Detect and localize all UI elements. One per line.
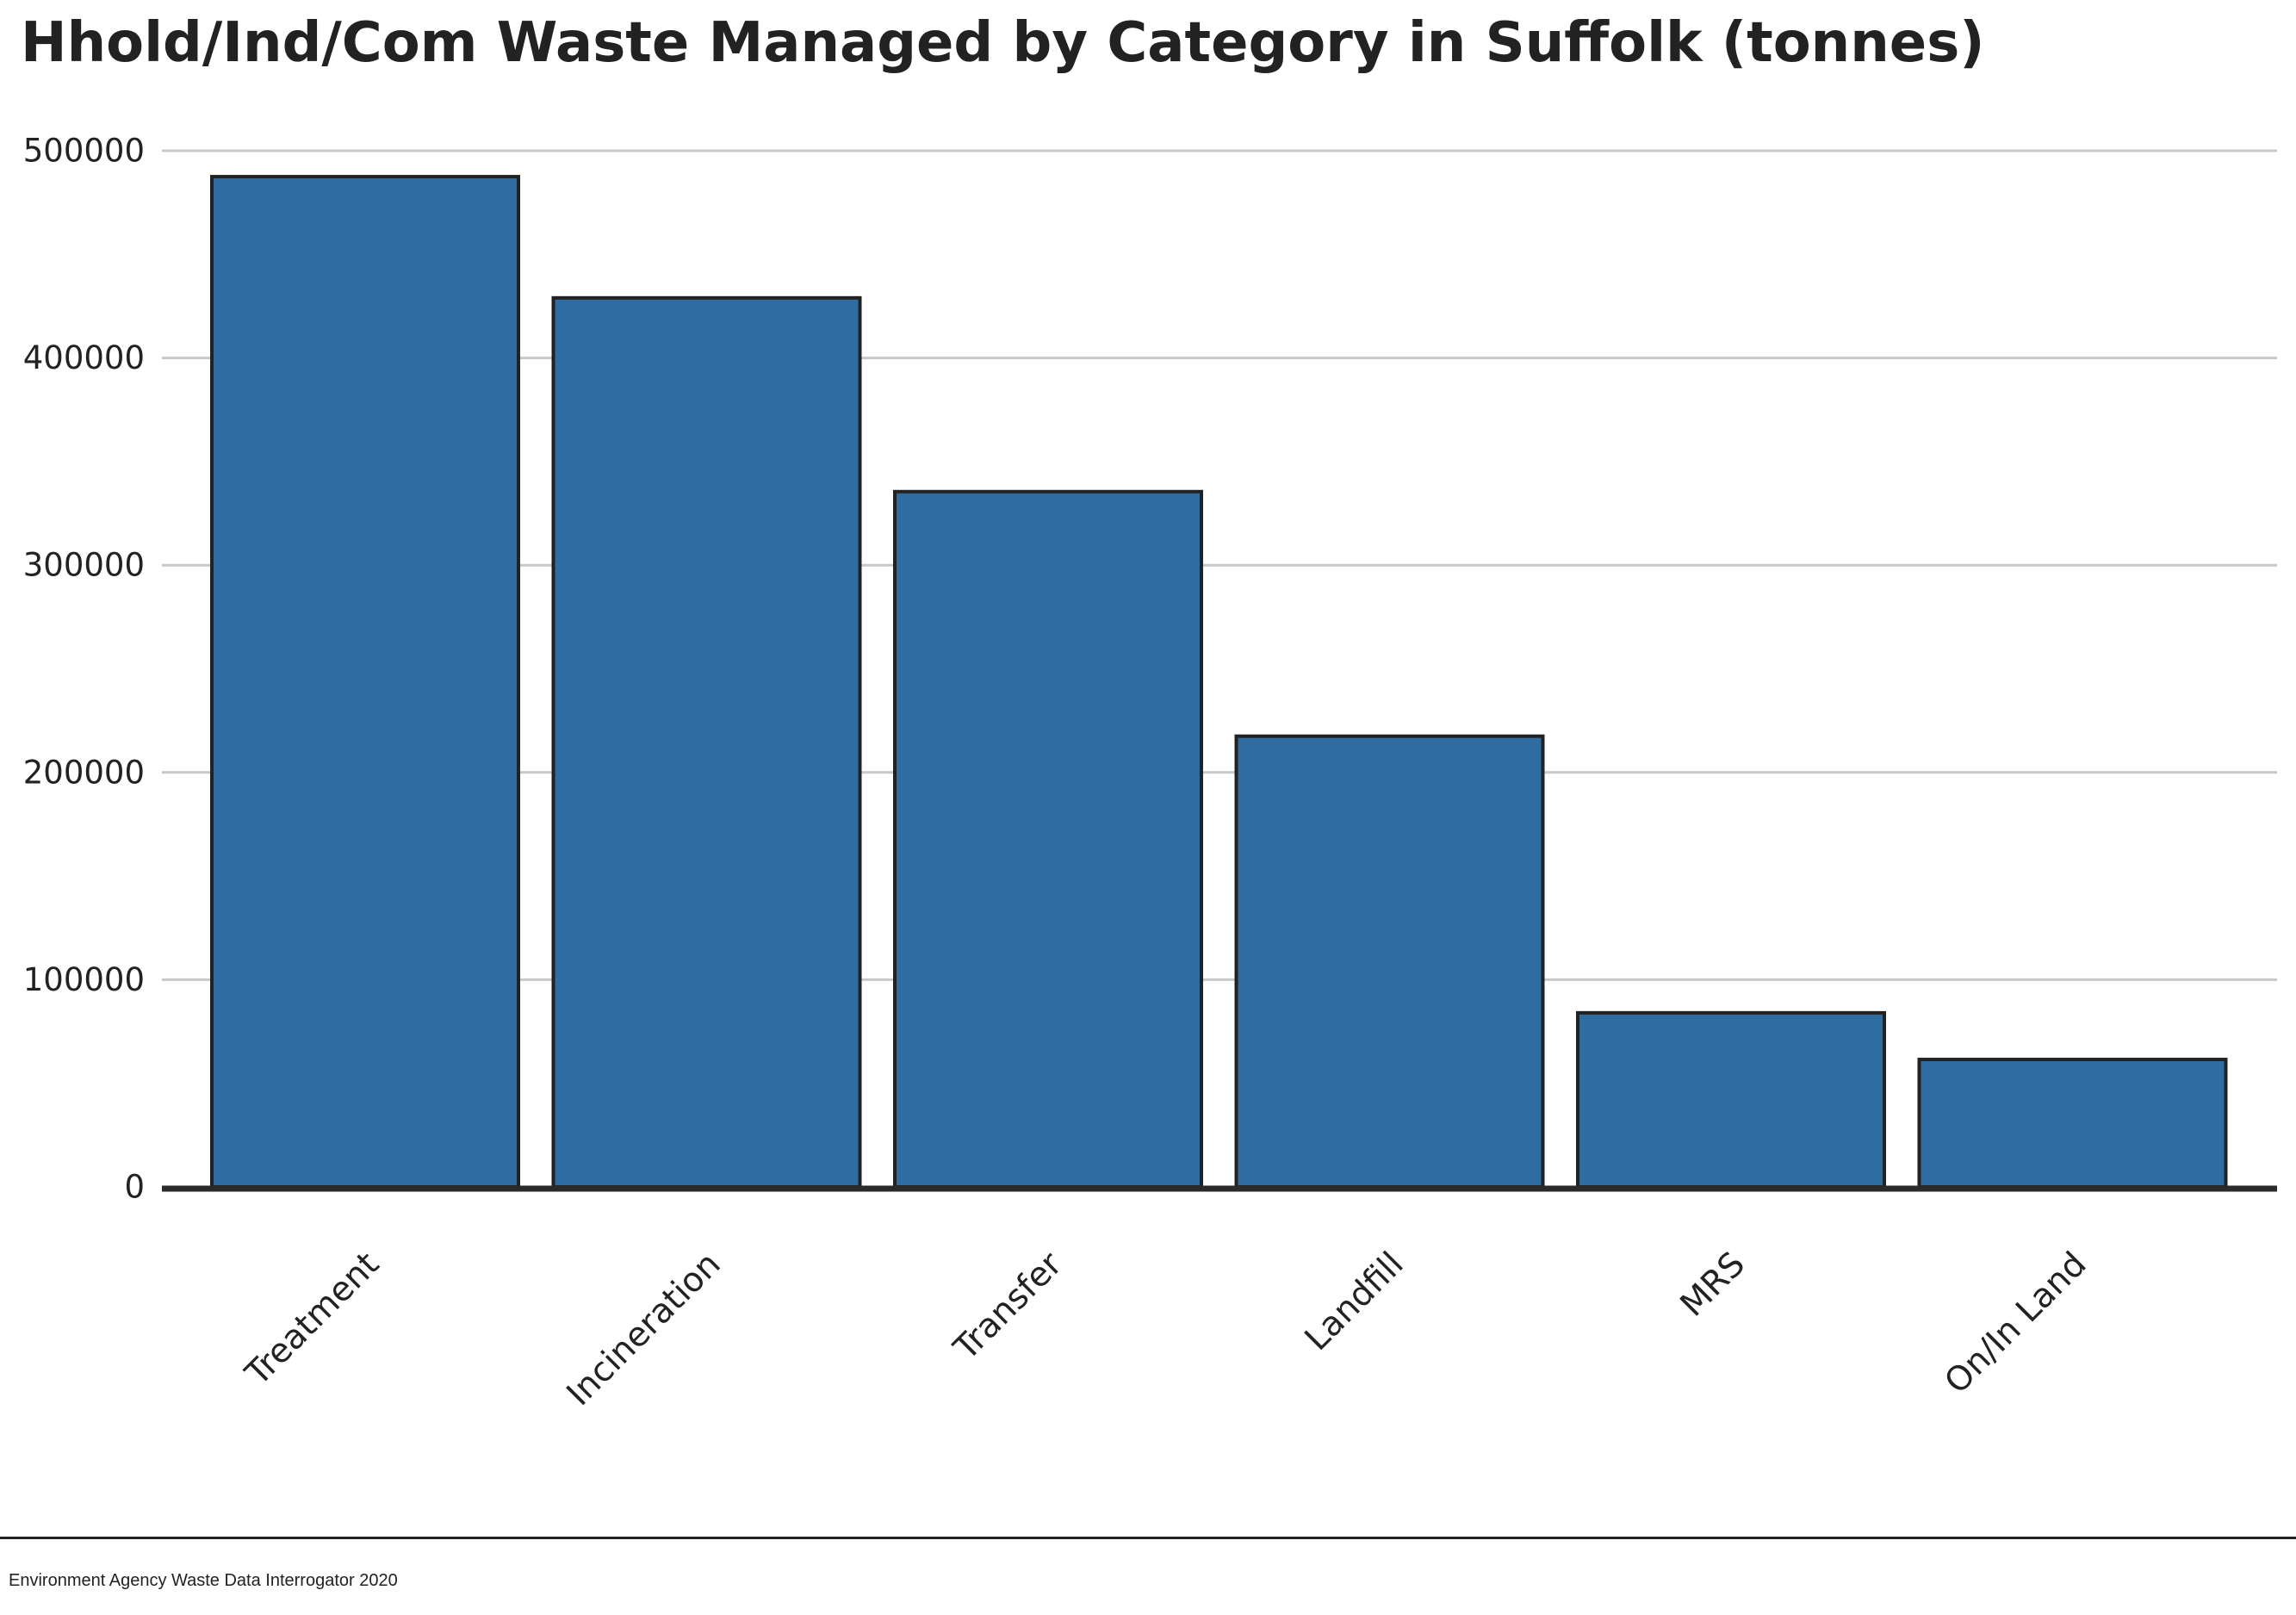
x-tick-label: Treatment (238, 1245, 387, 1394)
x-tick-label: Transfer (946, 1245, 1070, 1369)
bar (551, 295, 862, 1189)
y-tick-labels: 0 100000 200000 300000 400000 500000 (23, 133, 145, 1206)
bar (1917, 1058, 2228, 1189)
bar (210, 175, 520, 1190)
bar (1234, 734, 1545, 1189)
footer-divider (0, 1537, 2296, 1539)
x-tick-label: Landfill (1298, 1245, 1412, 1358)
x-tick-labels: Treatment Incineration Transfer Landfill MRS… (238, 1245, 2094, 1413)
bar (893, 489, 1203, 1189)
y-tick-label: 200000 (23, 754, 145, 791)
chart-title: Hhold/Ind/Com Waste Managed by Category … (21, 11, 1985, 75)
x-tick-label: MRS (1673, 1245, 1753, 1324)
y-tick-label: 300000 (23, 547, 145, 584)
x-tick-label: On/In Land (1938, 1245, 2094, 1401)
y-tick-label: 500000 (23, 133, 145, 170)
bars (210, 175, 2228, 1190)
source-note: Environment Agency Waste Data Interrogat… (9, 1571, 398, 1590)
bar (1576, 1010, 1886, 1189)
y-tick-label: 400000 (23, 339, 145, 376)
y-tick-label: 100000 (23, 961, 145, 998)
y-tick-label: 0 (124, 1169, 145, 1206)
x-tick-label: Incineration (560, 1245, 729, 1413)
bar-chart: 0 100000 200000 300000 400000 500000 Treatmen… (23, 133, 2277, 1413)
